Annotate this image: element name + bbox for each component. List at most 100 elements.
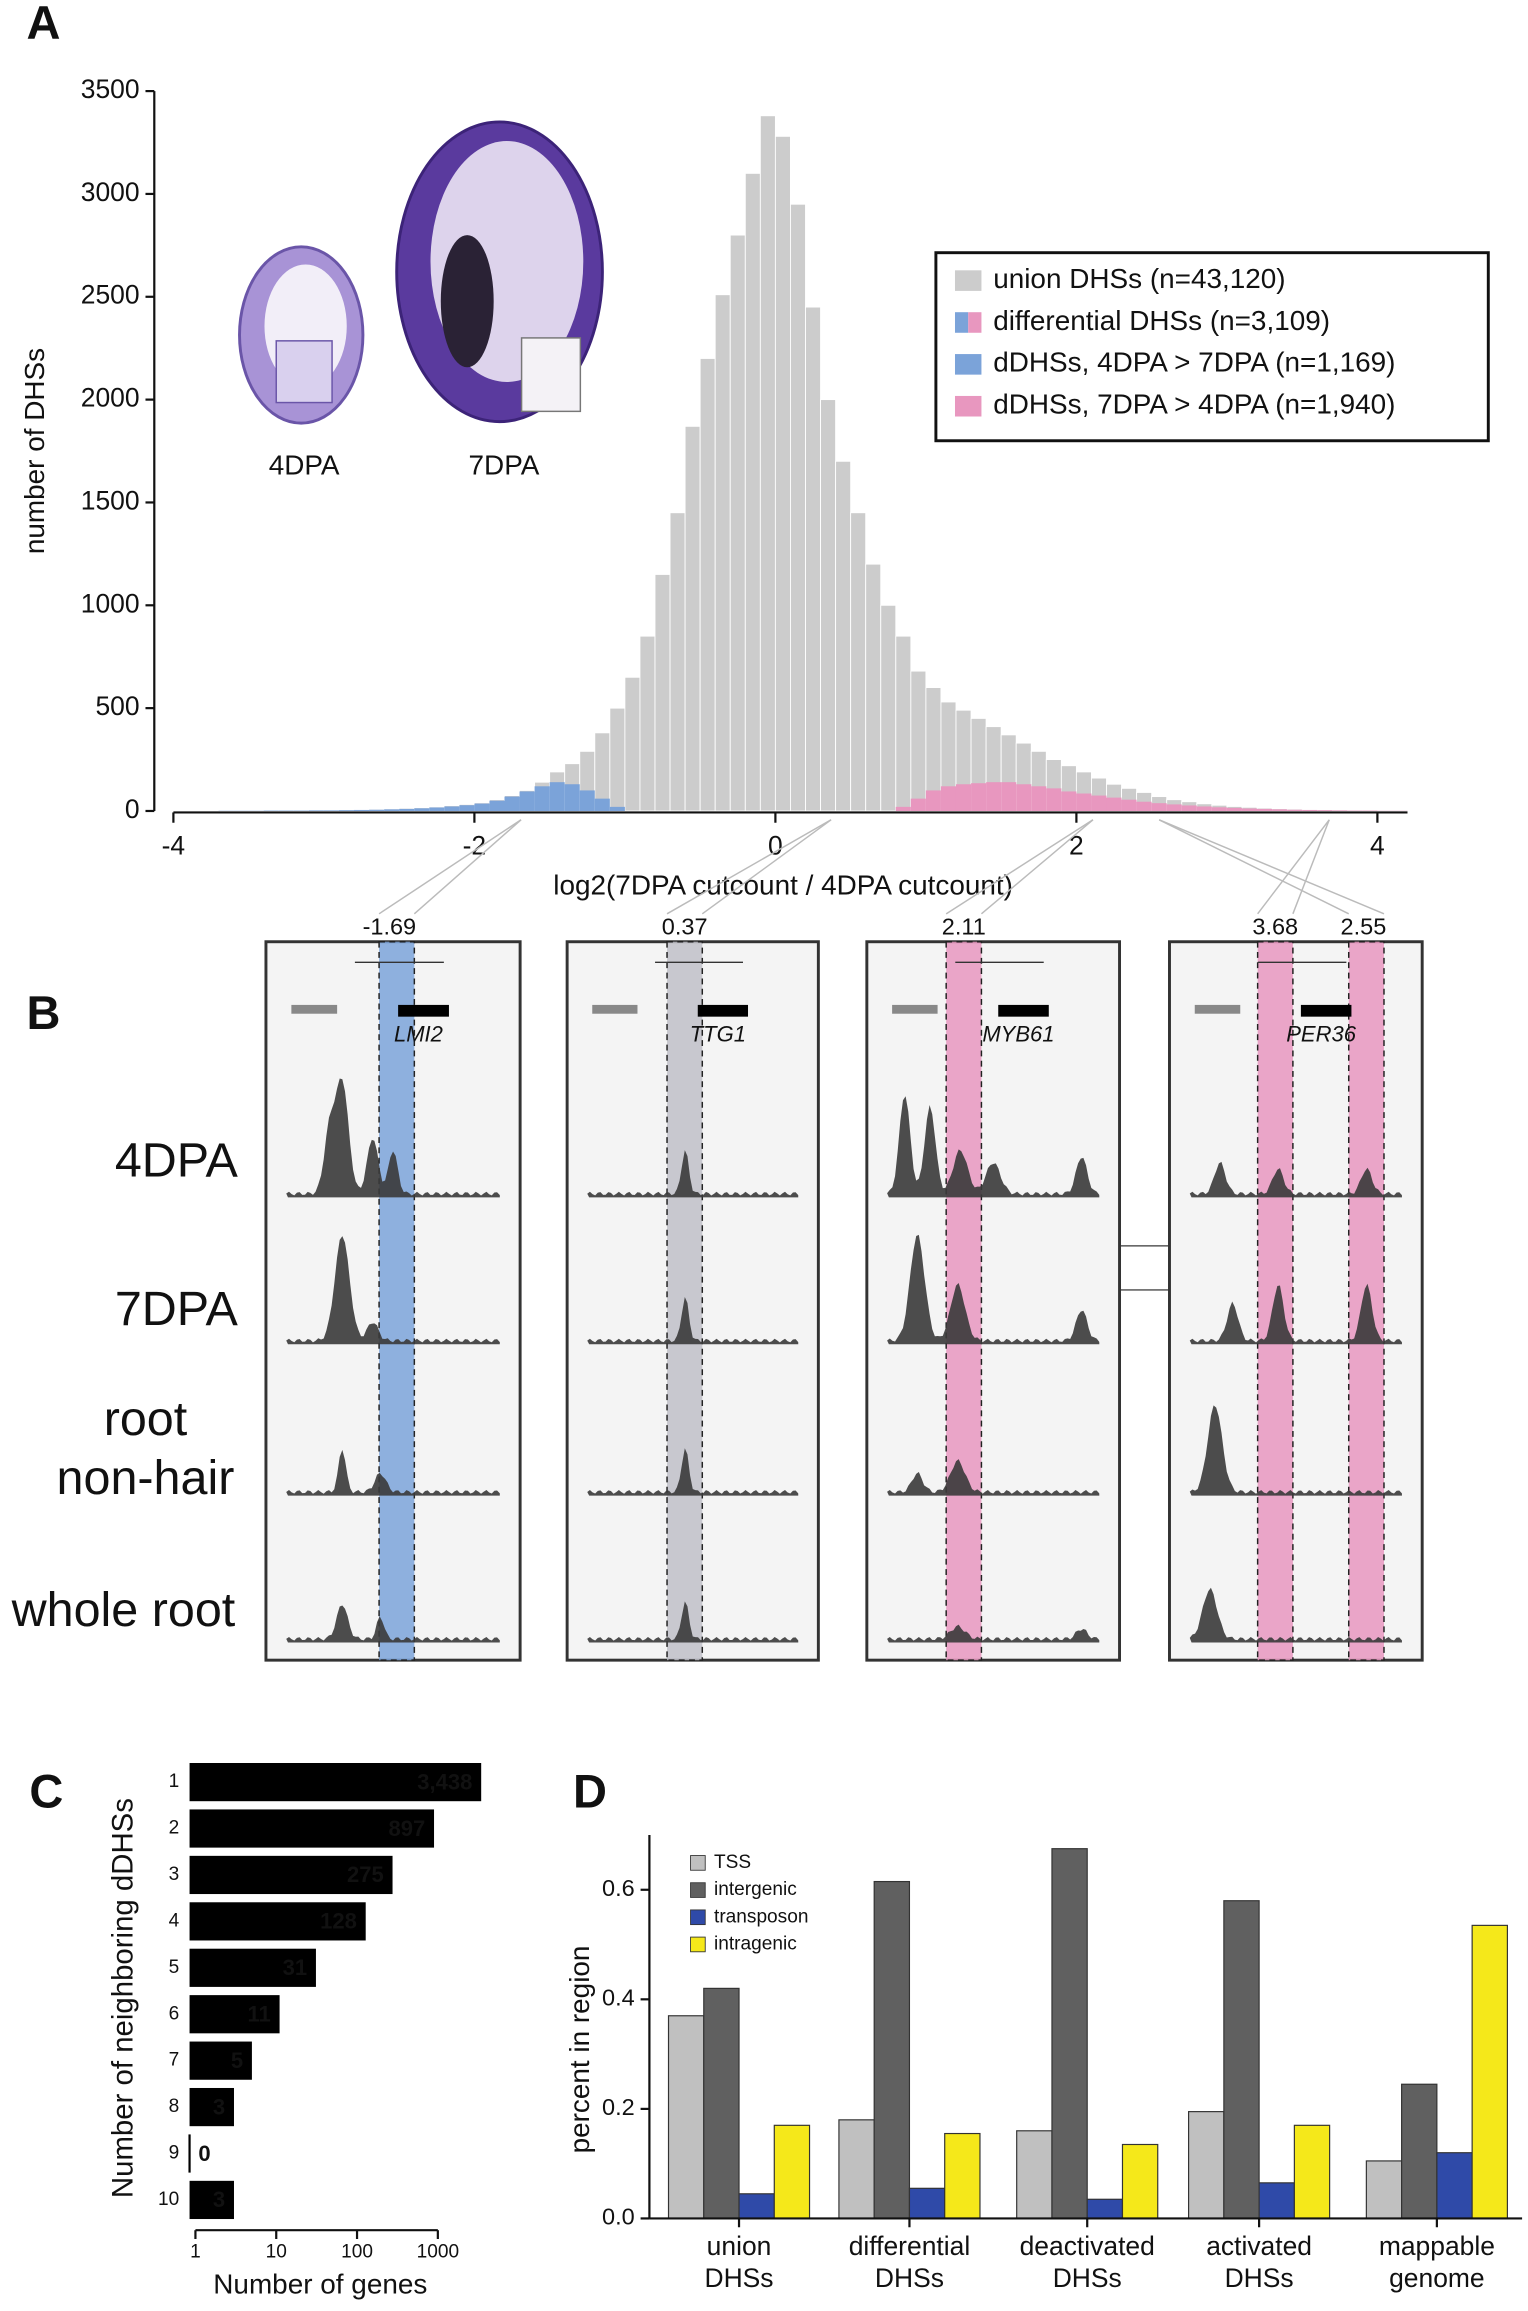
histogram-bar: [1332, 810, 1348, 811]
signal-track: [286, 1078, 500, 1198]
text-line: genome: [1389, 2263, 1485, 2293]
bar: [944, 2132, 981, 2220]
y-tick-label: 0.2: [602, 2094, 635, 2120]
y-tick-label: 5: [169, 1957, 180, 1978]
bar: [873, 1880, 911, 2220]
histogram-bar: [744, 172, 761, 812]
bar: [189, 2087, 234, 2127]
highlight-value: 3.68: [1252, 914, 1298, 940]
x-tick-label: -4: [162, 831, 186, 861]
value-label: 3,438: [417, 1769, 472, 1794]
histogram-bar: [594, 798, 610, 811]
signal-track: [286, 1605, 500, 1643]
histogram-bar: [1031, 786, 1047, 811]
bar: [1401, 2083, 1438, 2220]
bar: [1365, 2160, 1403, 2220]
gene-model-neighbor: [892, 1004, 938, 1014]
bar: [1223, 1900, 1260, 2220]
highlight-border: [666, 941, 704, 1661]
signal-track: [1189, 1283, 1402, 1345]
histogram-bar: [910, 798, 926, 811]
text-line: DHSs: [705, 2263, 774, 2293]
value-label: 3: [213, 2187, 225, 2212]
legend-swatch: [690, 1936, 706, 1953]
y-tick-label: 1000: [81, 588, 140, 618]
highlight-border: [1256, 941, 1294, 1661]
gene-model-neighbor: [592, 1004, 638, 1014]
legend-label: differential DHSs (n=3,109): [993, 305, 1330, 336]
histogram-bar: [414, 808, 430, 811]
bar: [703, 1987, 740, 2220]
legend-swatch: [968, 312, 982, 333]
connector-line: [1158, 819, 1350, 915]
bar: [738, 2193, 775, 2220]
x-tick-label: 10: [266, 2241, 287, 2262]
histogram-bar: [1166, 804, 1182, 811]
text-line: DHSs: [875, 2263, 944, 2293]
y-tick-label: 9: [169, 2143, 180, 2164]
value-label: 11: [247, 2002, 270, 2027]
histogram-bar: [1196, 806, 1212, 811]
inset-label: 7DPA: [469, 450, 540, 481]
histogram-bar: [1241, 808, 1257, 811]
gene-label: TTG1: [690, 1022, 746, 1047]
histogram-bar: [624, 676, 641, 812]
row-label: 4DPA: [115, 1133, 239, 1187]
connector-line: [701, 819, 832, 915]
value-label: 0: [198, 2141, 210, 2166]
y-tick-label: 0: [125, 794, 140, 824]
x-tick-label: 1: [190, 2241, 201, 2262]
signal-track: [887, 1459, 1100, 1496]
bar: [1436, 2152, 1473, 2220]
legend-swatch: [954, 270, 982, 291]
histogram-bar: [1287, 809, 1303, 811]
x-tick-label: 2: [1069, 831, 1084, 861]
highlight-value: 2.11: [942, 914, 986, 940]
histogram-bar: [895, 806, 911, 811]
bar: [1258, 2182, 1295, 2220]
bar: [1471, 1924, 1508, 2220]
y-tick-label: 3000: [81, 177, 140, 207]
histogram-bar: [1016, 784, 1032, 811]
gene-label: PER36: [1286, 1022, 1357, 1047]
histogram-bar: [609, 806, 625, 811]
signal-track: [286, 1236, 500, 1345]
y-tick-label: 6: [169, 2003, 180, 2024]
x-tick-label: -2: [463, 831, 487, 861]
connector-line: [1292, 819, 1330, 915]
histogram-bar: [353, 809, 370, 811]
gene-label: MYB61: [982, 1022, 1054, 1047]
bar: [189, 1902, 366, 1941]
histogram-bar: [955, 784, 972, 811]
connector-line: [378, 819, 522, 915]
text-line: differential: [849, 2231, 970, 2261]
histogram-bar: [805, 306, 821, 812]
histogram-bar: [459, 805, 475, 811]
embryo-7dpa-base: [520, 337, 582, 413]
bar: [189, 1763, 482, 1802]
legend-swatch: [690, 1882, 706, 1898]
histogram-bar: [699, 358, 716, 812]
bar: [189, 2180, 234, 2220]
x-tick-label: 4: [1370, 831, 1385, 861]
histogram-bar: [1211, 807, 1227, 811]
gene-label: LMI2: [394, 1022, 443, 1047]
connector: [1118, 1245, 1171, 1291]
bar: [189, 2041, 252, 2080]
x-tick-label: union DHSs: [705, 2231, 774, 2293]
histogram-bar: [835, 460, 852, 812]
histogram-bar: [684, 425, 701, 812]
x-tick-label: deactivated DHSs: [1020, 2231, 1155, 2293]
text-line: DHSs: [1053, 2263, 1122, 2293]
histogram-bar: [1106, 797, 1122, 811]
histogram-bar: [1181, 805, 1197, 811]
connector-line: [1257, 819, 1330, 915]
track-box: [865, 940, 1122, 1662]
histogram-bar: [519, 791, 535, 811]
bar: [189, 1855, 393, 1895]
embryo-4dpa-core: [275, 340, 333, 404]
signal-track: [887, 1624, 1100, 1643]
legend-swatch: [690, 1855, 706, 1871]
histogram-bar: [504, 796, 520, 811]
panel-label: A: [26, 0, 60, 49]
